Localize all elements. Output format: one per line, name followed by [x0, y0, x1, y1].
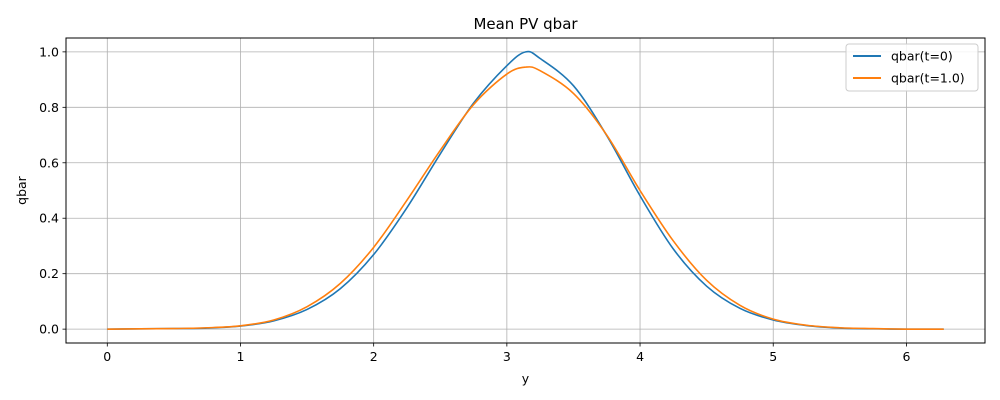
y-tick-label: 0.6 — [39, 155, 59, 170]
legend: qbar(t=0) qbar(t=1.0) — [845, 43, 979, 92]
x-tick-label: 5 — [769, 349, 777, 364]
x-tick-label: 3 — [503, 349, 511, 364]
y-tick-label: 1.0 — [39, 44, 59, 59]
x-tick-label: 1 — [237, 349, 245, 364]
series-line-1 — [107, 50, 944, 330]
x-tick-label: 4 — [636, 349, 644, 364]
chart-title: Mean PV qbar — [473, 15, 578, 33]
x-tick-label: 6 — [902, 349, 910, 364]
ticks: 0 1 2 3 4 5 6 0.0 0.2 0.4 0.6 0.8 1.0 — [39, 44, 910, 364]
y-tick-label: 0.2 — [39, 266, 59, 281]
series-layer — [107, 50, 944, 330]
plot-frame — [65, 37, 986, 344]
x-tick-label: 0 — [103, 349, 111, 364]
y-axis-label: qbar — [14, 175, 29, 205]
legend-label-series-1: qbar(t=0) — [891, 49, 953, 64]
series-line-2 — [107, 66, 944, 330]
x-axis-label: y — [522, 371, 530, 386]
y-tick-label: 0.4 — [39, 211, 59, 226]
y-tick-label: 0.0 — [39, 322, 59, 337]
x-tick-label: 2 — [370, 349, 378, 364]
legend-label-series-2: qbar(t=1.0) — [891, 71, 965, 86]
y-tick-label: 0.8 — [39, 100, 59, 115]
